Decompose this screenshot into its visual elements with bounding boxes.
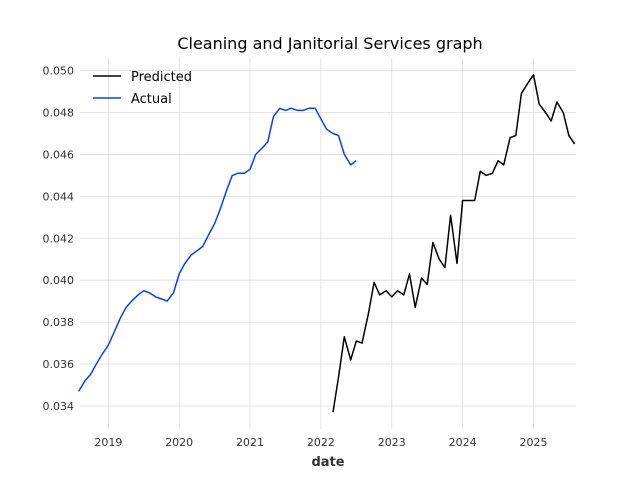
legend: Predicted Actual [93, 70, 192, 107]
y-tick-label: 0.036 [43, 358, 75, 371]
y-tick-label: 0.050 [43, 65, 75, 78]
y-tick-label: 0.038 [43, 316, 75, 329]
x-axis-label: date [311, 455, 344, 470]
y-tick-labels: 0.034 0.036 0.038 0.040 0.042 0.044 0.046 0.048… [43, 65, 75, 413]
x-tick-label: 2024 [449, 436, 477, 449]
y-tick-label: 0.046 [43, 148, 75, 161]
y-tick-label: 0.044 [43, 190, 75, 203]
grid-lines [80, 58, 576, 429]
predicted-series-line [332, 74, 576, 413]
x-tick-label: 2019 [94, 436, 122, 449]
y-tick-label: 0.040 [43, 274, 75, 287]
x-tick-label: 2022 [307, 436, 335, 449]
x-tick-label: 2023 [378, 436, 406, 449]
y-tick-label: 0.034 [43, 400, 75, 413]
chart-title: Cleaning and Janitorial Services graph [177, 34, 482, 53]
legend-label-predicted: Predicted [131, 70, 192, 85]
actual-series-line [77, 107, 357, 392]
series-lines [77, 74, 576, 413]
x-tick-labels: 2019 2020 2021 2022 2023 2024 2025 [94, 436, 547, 449]
x-tick-label: 2021 [236, 436, 264, 449]
y-tick-label: 0.048 [43, 106, 75, 119]
y-tick-label: 0.042 [43, 232, 75, 245]
x-tick-label: 2020 [165, 436, 193, 449]
legend-label-actual: Actual [131, 92, 172, 107]
x-tick-label: 2025 [519, 436, 547, 449]
